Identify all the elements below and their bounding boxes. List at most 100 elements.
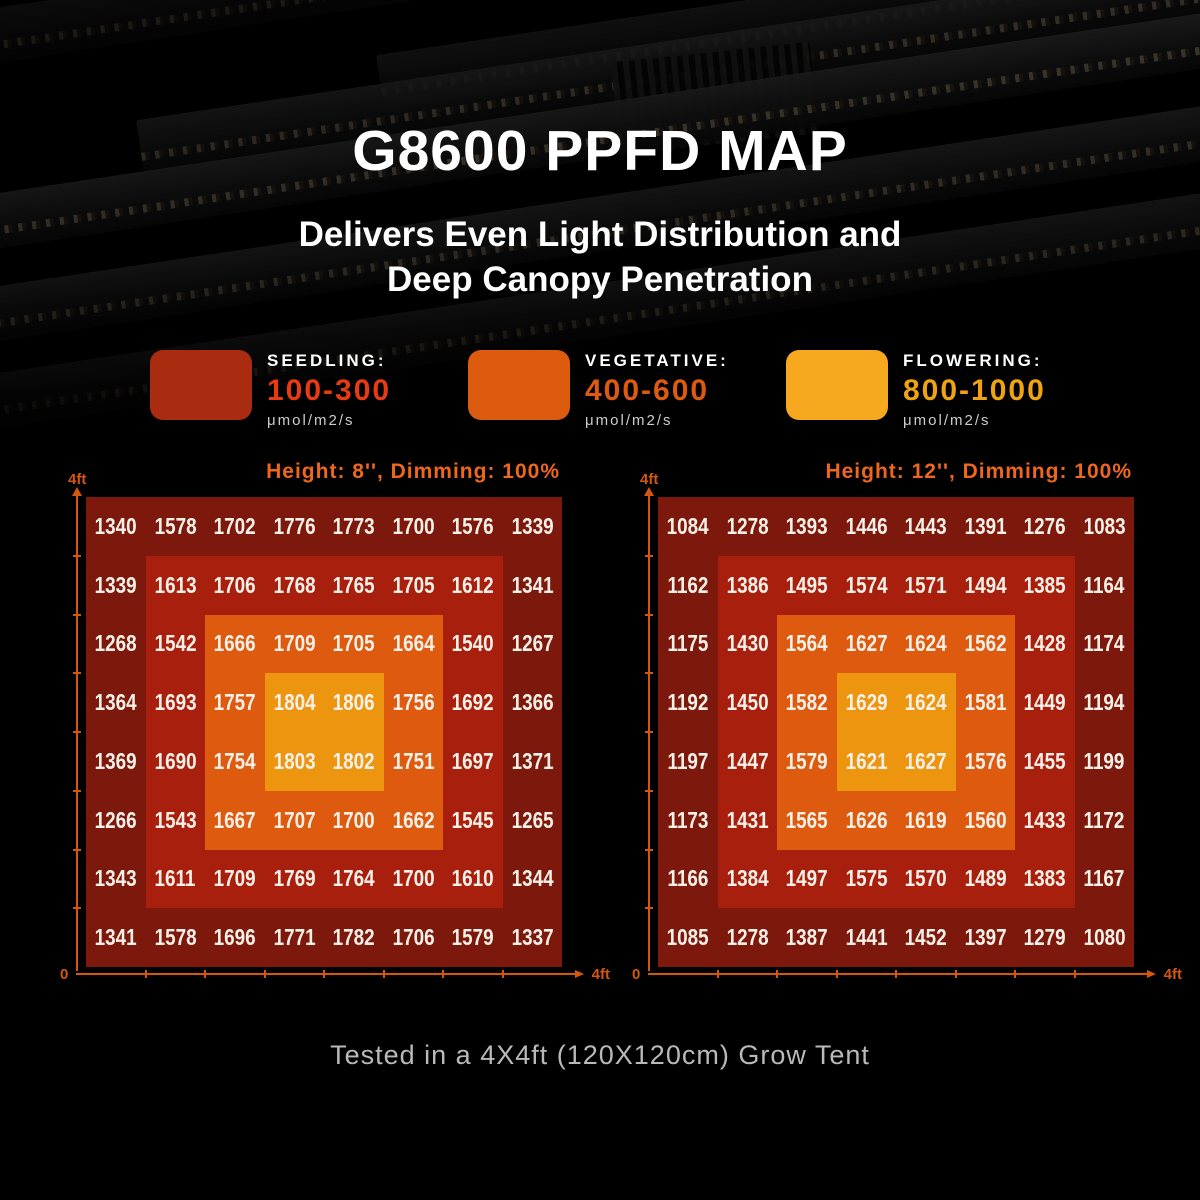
- heatmap-cell: 1344: [502, 849, 562, 909]
- heatmap-cell: 1705: [324, 614, 384, 674]
- heatmap-cell: 1167: [1074, 849, 1134, 909]
- ppfd-value: 1173: [667, 806, 709, 833]
- heatmap-cell: 1080: [1074, 908, 1134, 967]
- heatmap-cell: 1613: [145, 555, 205, 615]
- heatmap-cell: 1172: [1074, 790, 1134, 850]
- heatmap-cell: 1279: [1015, 908, 1075, 967]
- ppfd-value: 1387: [785, 924, 828, 951]
- ppfd-value: 1080: [1083, 924, 1126, 951]
- y-axis-tick: [73, 731, 81, 733]
- ppfd-value: 1443: [904, 512, 947, 539]
- x-axis-tick: [144, 970, 147, 978]
- y-axis-max-label: 4ft: [640, 471, 659, 488]
- ppfd-value: 1700: [392, 865, 435, 892]
- heatmap-cell: 1166: [658, 849, 718, 909]
- ppfd-value: 1565: [785, 806, 828, 833]
- x-axis-tick: [1073, 970, 1076, 978]
- heatmap-cell: 1385: [1015, 555, 1075, 615]
- ppfd-value: 1756: [392, 689, 435, 716]
- ppfd-value: 1626: [845, 806, 888, 833]
- heatmap-cell: 1162: [658, 555, 718, 615]
- ppfd-value: 1268: [94, 630, 137, 657]
- heatmap-cell: 1341: [502, 555, 562, 615]
- ppfd-value: 1613: [154, 571, 197, 598]
- ppfd-value: 1339: [511, 512, 554, 539]
- ppfd-value: 1167: [1083, 865, 1125, 892]
- ppfd-value: 1707: [273, 806, 316, 833]
- y-axis-tick: [645, 907, 653, 910]
- heatmap-cell: 1341: [86, 908, 146, 967]
- heatmap-cell: 1756: [383, 673, 443, 732]
- heatmap-cell: 1806: [324, 673, 384, 732]
- y-axis-tick: [73, 672, 81, 675]
- vegetative-label: VEGETATIVE:: [585, 351, 729, 370]
- heatmap-cell: 1621: [836, 732, 896, 791]
- ppfd-value: 1560: [964, 806, 1007, 833]
- x-axis-arrow-icon: [575, 970, 584, 978]
- x-axis-tick: [263, 970, 266, 978]
- heatmap-cell: 1494: [955, 555, 1015, 615]
- heatmap-cell: 1278: [717, 497, 777, 556]
- heatmap-cell: 1455: [1015, 732, 1075, 791]
- y-axis-arrow-icon: [644, 487, 654, 496]
- footer-note: Tested in a 4X4ft (120X120cm) Grow Tent: [330, 1040, 870, 1070]
- ppfd-value: 1768: [273, 571, 316, 598]
- y-axis-line: [648, 495, 650, 971]
- vegetative-color-swatch: [468, 350, 570, 420]
- heatmap-grid: 1340 1578 1702 1776 1773 1700 1576 1339 1339 1613…: [86, 497, 562, 967]
- ppfd-value: 1494: [964, 571, 1007, 598]
- heatmap-cell: 1443: [896, 497, 956, 556]
- heatmap-cell: 1495: [777, 555, 837, 615]
- ppfd-value: 1266: [94, 806, 137, 833]
- heatmap-cell: 1441: [836, 908, 896, 967]
- heatmap-cell: 1771: [264, 908, 324, 967]
- ppfd-value: 1709: [213, 865, 256, 892]
- heatmap-cell: 1751: [383, 732, 443, 791]
- heatmap-cell: 1175: [658, 614, 718, 674]
- ppfd-value: 1690: [154, 747, 197, 774]
- ppfd-value: 1576: [964, 747, 1007, 774]
- axis-origin-label: 0: [60, 966, 69, 983]
- ppfd-value: 1199: [1083, 747, 1125, 774]
- x-axis-tick: [323, 970, 325, 978]
- heatmap-cell: 1197: [658, 732, 718, 791]
- heatmap-cell: 1364: [86, 673, 146, 732]
- heatmap-cell: 1428: [1015, 614, 1075, 674]
- ppfd-value: 1450: [726, 689, 769, 716]
- ppfd-value: 1384: [726, 865, 769, 892]
- heatmap-cell: 1339: [502, 497, 562, 556]
- ppfd-value: 1578: [154, 512, 197, 539]
- ppfd-value: 1339: [94, 571, 137, 598]
- ppfd-value: 1174: [1083, 630, 1125, 657]
- ppfd-value: 1765: [332, 571, 375, 598]
- y-axis-tick: [73, 848, 81, 851]
- y-axis-tick: [645, 613, 653, 616]
- x-axis-tick: [442, 970, 444, 978]
- ppfd-value: 1279: [1023, 924, 1066, 951]
- ppfd-value: 1757: [213, 689, 256, 716]
- ppfd-value: 1705: [392, 571, 435, 598]
- heatmap-cell: 1804: [264, 673, 324, 732]
- ppfd-value: 1447: [726, 747, 769, 774]
- ppfd-value: 1449: [1023, 689, 1066, 716]
- heatmap-cell: 1707: [264, 790, 324, 850]
- ppfd-value: 1612: [451, 571, 494, 598]
- ppfd-value: 1192: [667, 689, 709, 716]
- heatmap-cell: 1278: [717, 908, 777, 967]
- heatmap-cell: 1450: [717, 673, 777, 732]
- heatmap-cell: 1431: [717, 790, 777, 850]
- ppfd-value: 1579: [785, 747, 828, 774]
- y-axis-tick: [645, 731, 653, 733]
- legend-item-seedling: SEEDLING: 100-300 μmol/m2/s: [150, 350, 468, 429]
- ppfd-value: 1343: [94, 865, 137, 892]
- ppfd-value: 1393: [785, 512, 828, 539]
- heatmap-cell: 1564: [777, 614, 837, 674]
- ppfd-value: 1802: [332, 747, 375, 774]
- ppfd-value: 1706: [392, 924, 435, 951]
- heatmap-cell: 1571: [896, 555, 956, 615]
- x-axis-tick: [716, 970, 719, 978]
- ppfd-value: 1610: [451, 865, 494, 892]
- heatmap-cell: 1709: [264, 614, 324, 674]
- ppfd-value: 1164: [1083, 571, 1125, 598]
- heatmap-plot: 1340 1578 1702 1776 1773 1700 1576 1339 1339 1613…: [60, 471, 610, 983]
